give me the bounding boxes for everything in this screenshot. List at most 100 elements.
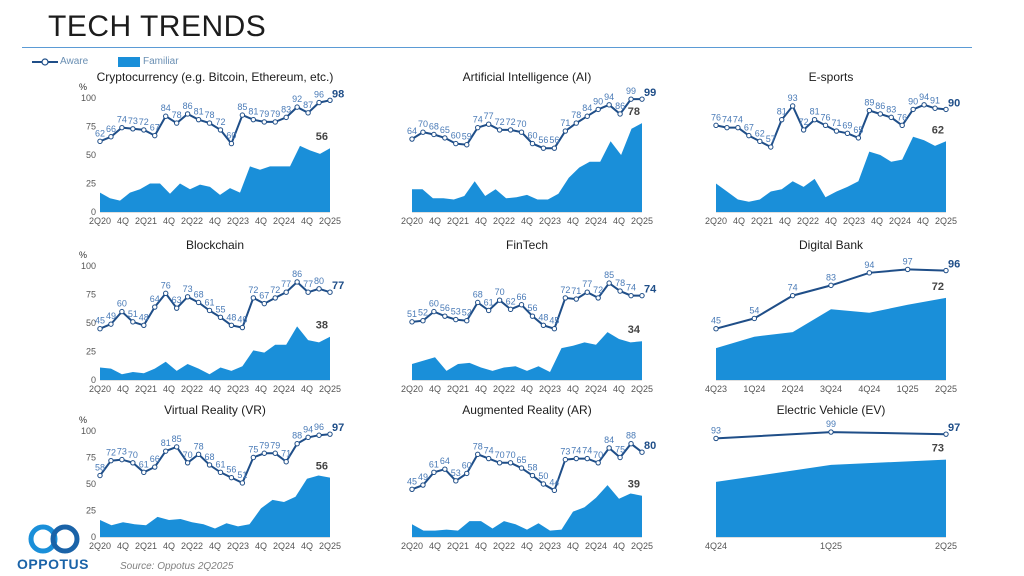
aware-point bbox=[206, 462, 213, 468]
x-tick-label: 4Q bbox=[613, 216, 625, 226]
aware-data-label: 45 bbox=[711, 316, 721, 326]
aware-point bbox=[163, 290, 169, 297]
aware-data-label: 71 bbox=[571, 286, 581, 296]
aware-point bbox=[431, 131, 437, 138]
x-tick-label: 4Q bbox=[475, 541, 487, 551]
x-tick-label: 4Q24 bbox=[858, 384, 880, 394]
aware-point bbox=[119, 456, 125, 463]
aware-point bbox=[713, 122, 719, 129]
aware-point bbox=[562, 295, 569, 301]
aware-data-label: 77 bbox=[484, 111, 494, 121]
aware-data-label: 64 bbox=[150, 294, 160, 304]
aware-point bbox=[496, 460, 503, 466]
aware-point bbox=[584, 113, 590, 119]
y-tick-label: 100 bbox=[81, 261, 96, 271]
aware-point bbox=[518, 302, 525, 308]
aware-point bbox=[217, 469, 224, 476]
aware-data-label: 72 bbox=[139, 117, 149, 127]
aware-point bbox=[453, 478, 459, 484]
familiar-area bbox=[100, 326, 330, 380]
aware-line bbox=[99, 280, 331, 330]
aware-data-label: 76 bbox=[821, 112, 831, 122]
aware-point bbox=[250, 116, 257, 123]
aware-point bbox=[866, 107, 873, 114]
y-tick-label: 0 bbox=[91, 532, 96, 542]
aware-point bbox=[464, 318, 470, 324]
x-tick-label: 2Q25 bbox=[319, 216, 341, 226]
x-tick-label: 4Q bbox=[475, 216, 487, 226]
aware-data-label: 73 bbox=[183, 284, 193, 294]
aware-point bbox=[409, 319, 415, 325]
aware-data-label: 62 bbox=[95, 128, 105, 138]
aware-point bbox=[327, 97, 333, 103]
familiar-end-label: 38 bbox=[316, 320, 328, 332]
aware-end-label: 90 bbox=[948, 97, 960, 109]
x-tick-label: 4Q bbox=[163, 384, 175, 394]
aware-data-label: 73 bbox=[128, 116, 138, 126]
aware-point bbox=[746, 132, 752, 139]
x-tick-label: 4Q bbox=[613, 384, 625, 394]
aware-data-label: 83 bbox=[826, 272, 836, 282]
aware-point bbox=[228, 474, 235, 481]
aware-point bbox=[496, 127, 503, 133]
x-tick-label: 4Q bbox=[301, 216, 313, 226]
aware-data-label: 51 bbox=[407, 309, 417, 319]
aware-point bbox=[904, 266, 911, 273]
aware-point bbox=[551, 145, 558, 151]
aware-data-label: 48 bbox=[538, 312, 548, 322]
aware-point bbox=[713, 435, 719, 442]
familiar-end-label: 78 bbox=[628, 106, 640, 118]
aware-data-label: 94 bbox=[303, 424, 313, 434]
x-tick-label: 2Q21 bbox=[751, 216, 773, 226]
aware-data-label: 57 bbox=[766, 134, 776, 144]
x-tick-label: 2Q23 bbox=[227, 384, 249, 394]
chart-title: Augmented Reality (AR) bbox=[462, 403, 591, 417]
aware-point bbox=[108, 134, 114, 140]
aware-data-label: 63 bbox=[172, 295, 182, 305]
y-tick-label: 50 bbox=[86, 479, 96, 489]
aware-data-label: 70 bbox=[128, 450, 138, 460]
aware-data-label: 65 bbox=[517, 455, 527, 465]
aware-point bbox=[779, 116, 785, 123]
aware-point bbox=[228, 322, 235, 328]
x-tick-label: 4Q bbox=[567, 384, 579, 394]
aware-point bbox=[163, 448, 169, 454]
aware-point bbox=[283, 289, 289, 295]
aware-point bbox=[551, 326, 558, 332]
aware-data-label: 70 bbox=[593, 450, 603, 460]
familiar-area bbox=[100, 145, 330, 212]
y-tick-label: 25 bbox=[86, 179, 96, 189]
aware-point bbox=[828, 429, 834, 435]
aware-data-label: 45 bbox=[549, 316, 559, 326]
familiar-end-label: 39 bbox=[628, 479, 640, 491]
familiar-area bbox=[716, 136, 946, 212]
aware-data-label: 94 bbox=[864, 260, 874, 270]
aware-point bbox=[97, 326, 103, 332]
aware-data-label: 81 bbox=[810, 107, 820, 117]
aware-data-label: 92 bbox=[292, 94, 302, 104]
y-tick-label: 75 bbox=[86, 290, 96, 300]
aware-end-label: 74 bbox=[644, 284, 657, 296]
aware-data-label: 76 bbox=[161, 280, 171, 290]
aware-data-label: 70 bbox=[495, 287, 505, 297]
aware-point bbox=[305, 110, 311, 116]
aware-point bbox=[327, 431, 333, 437]
aware-point bbox=[910, 106, 916, 113]
aware-point bbox=[141, 127, 147, 133]
x-tick-label: 2Q24 bbox=[585, 216, 607, 226]
aware-data-label: 49 bbox=[106, 311, 116, 321]
aware-data-label: 86 bbox=[292, 269, 302, 279]
x-tick-label: 2Q24 bbox=[273, 216, 295, 226]
aware-data-label: 66 bbox=[106, 124, 116, 134]
aware-point bbox=[529, 472, 536, 479]
aware-data-label: 76 bbox=[897, 112, 907, 122]
aware-data-label: 69 bbox=[842, 120, 852, 130]
aware-point bbox=[184, 294, 191, 300]
aware-data-label: 61 bbox=[205, 297, 215, 307]
aware-point bbox=[119, 124, 125, 131]
aware-data-label: 60 bbox=[527, 131, 537, 141]
x-tick-label: 2Q22 bbox=[493, 541, 515, 551]
aware-point bbox=[540, 145, 547, 151]
x-tick-label: 2Q21 bbox=[135, 216, 157, 226]
